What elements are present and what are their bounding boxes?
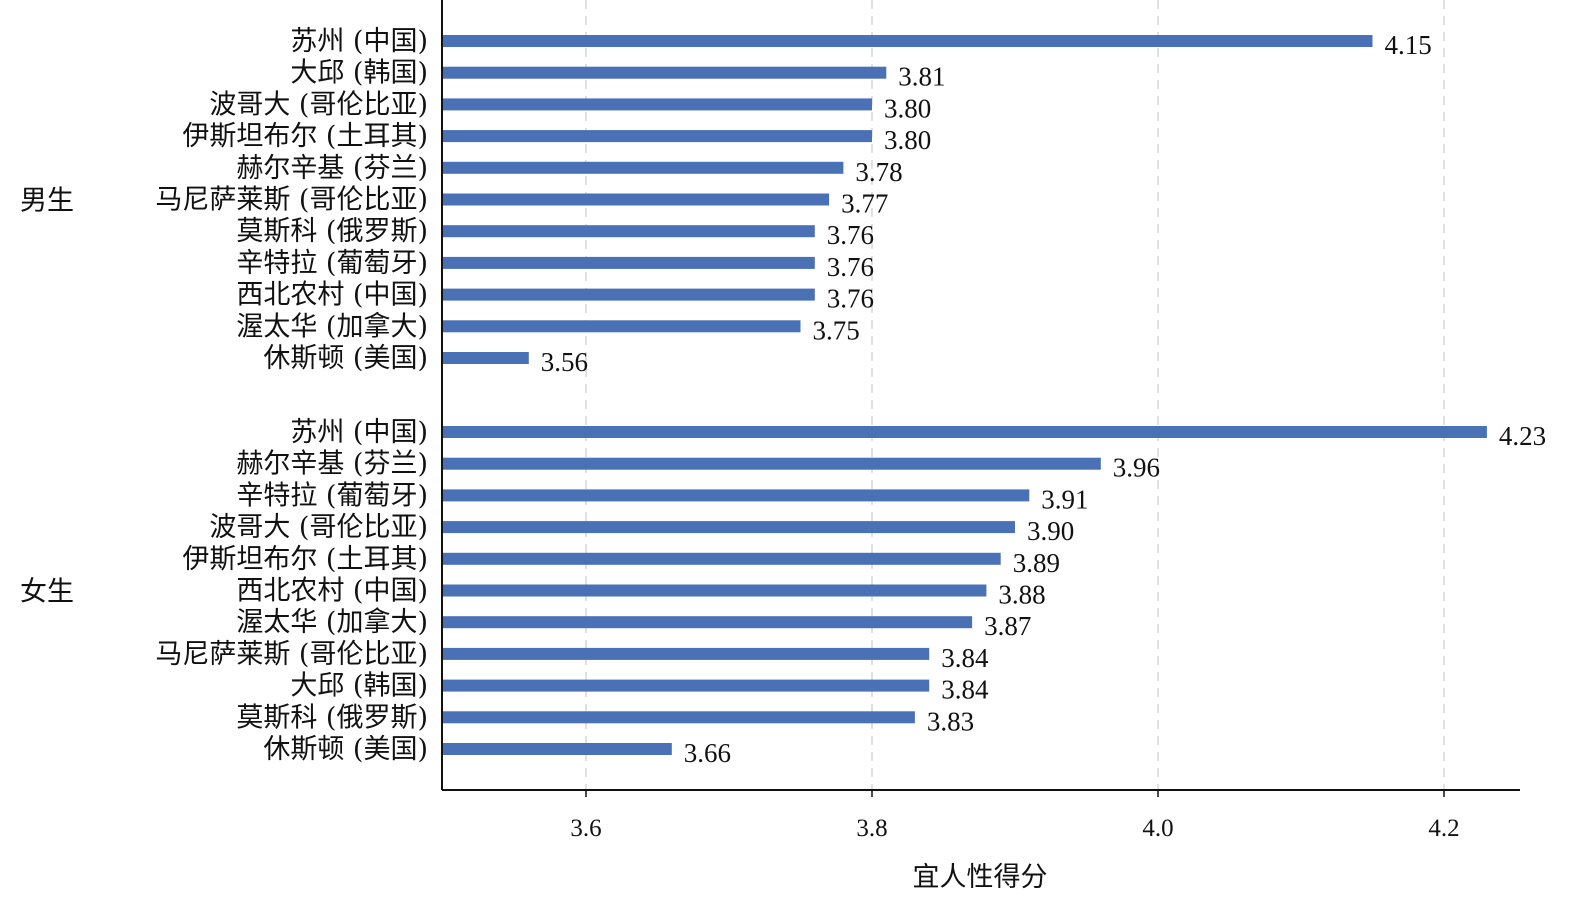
bar (442, 489, 1030, 502)
value-label: 3.90 (1027, 516, 1074, 546)
value-label: 3.87 (984, 611, 1031, 641)
value-label: 3.76 (827, 220, 874, 250)
bar (442, 647, 930, 660)
bar (442, 457, 1101, 470)
value-label: 3.66 (684, 738, 731, 768)
category-label: 马尼萨莱斯 (哥伦比亚) (155, 639, 428, 670)
x-tick-label: 4.2 (1428, 815, 1459, 842)
bar (442, 584, 987, 597)
category-label: 渥太华 (加拿大) (236, 311, 428, 342)
bar (442, 616, 973, 629)
category-label: 西北农村 (中国) (236, 576, 428, 607)
category-label: 辛特拉 (葡萄牙) (236, 248, 428, 279)
group-label: 男生 (20, 186, 74, 217)
x-tick-label: 3.6 (570, 815, 601, 842)
value-label: 3.80 (884, 93, 931, 123)
category-label: 伊斯坦布尔 (土耳其) (182, 544, 428, 575)
value-label: 3.77 (841, 189, 888, 219)
category-label: 赫尔辛基 (芬兰) (236, 153, 428, 184)
axes: 3.6 3.8 4.0 4.2 (441, 0, 1520, 842)
bar (442, 98, 872, 111)
x-axis-title: 宜人性得分 (913, 862, 1048, 893)
bar (442, 256, 815, 269)
value-label: 3.84 (941, 675, 989, 705)
bar (442, 193, 830, 206)
value-label: 3.76 (827, 284, 874, 314)
bar (442, 679, 930, 692)
bars (442, 35, 1487, 755)
category-label: 伊斯坦布尔 (土耳其) (182, 121, 428, 152)
bar (442, 161, 844, 174)
bar (442, 35, 1373, 47)
value-label: 3.96 (1113, 453, 1160, 483)
value-label: 3.84 (941, 643, 989, 673)
category-label: 大邱 (韩国) (290, 58, 428, 89)
value-label: 3.81 (898, 62, 945, 92)
bar (442, 66, 887, 79)
value-label: 3.75 (813, 315, 860, 345)
category-label: 波哥大 (哥伦比亚) (209, 89, 428, 120)
value-label: 3.83 (927, 706, 974, 736)
bar (442, 426, 1487, 438)
category-label: 莫斯科 (俄罗斯) (236, 702, 428, 733)
bar (442, 288, 815, 301)
bar (442, 711, 915, 724)
x-tick-label: 3.8 (856, 815, 887, 842)
group-label: 女生 (20, 577, 74, 608)
value-label: 3.88 (998, 580, 1045, 610)
labels: 苏州 (中国) 4.15 大邱 (韩国) 3.81 波哥大 (哥伦比亚) 3.80 伊斯坦布… (20, 26, 1546, 768)
value-label: 4.23 (1499, 421, 1546, 451)
category-label: 西北农村 (中国) (236, 280, 428, 311)
value-label: 3.91 (1041, 484, 1088, 514)
category-label: 马尼萨莱斯 (哥伦比亚) (155, 185, 428, 216)
grid-lines (585, 0, 1445, 790)
category-label: 苏州 (中国) (290, 417, 428, 448)
category-label: 休斯顿 (美国) (263, 343, 428, 374)
bar (442, 130, 872, 143)
value-label: 3.89 (1013, 548, 1060, 578)
bar (442, 352, 529, 364)
value-label: 4.15 (1385, 30, 1432, 60)
category-label: 赫尔辛基 (芬兰) (236, 449, 428, 480)
bar (442, 521, 1015, 534)
category-label: 渥太华 (加拿大) (236, 607, 428, 638)
value-label: 3.56 (541, 347, 588, 377)
category-label: 波哥大 (哥伦比亚) (209, 512, 428, 543)
x-tick-label: 4.0 (1142, 815, 1173, 842)
category-label: 莫斯科 (俄罗斯) (236, 216, 428, 247)
bar (442, 743, 672, 755)
bar (442, 320, 801, 333)
category-label: 休斯顿 (美国) (263, 734, 428, 765)
category-label: 辛特拉 (葡萄牙) (236, 480, 428, 511)
value-label: 3.80 (884, 125, 931, 155)
bar (442, 225, 815, 238)
bar (442, 552, 1001, 565)
category-label: 苏州 (中国) (290, 26, 428, 57)
value-label: 3.76 (827, 252, 874, 282)
category-label: 大邱 (韩国) (290, 671, 428, 702)
value-label: 3.78 (855, 157, 902, 187)
